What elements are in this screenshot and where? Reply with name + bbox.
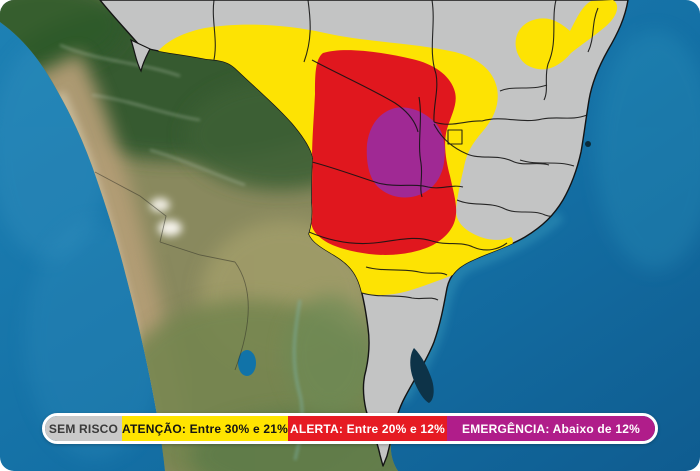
atlantic-shelf-water <box>595 30 700 270</box>
parana-forest <box>285 295 375 415</box>
country-borders <box>94 171 249 371</box>
legend-atencao-label: ATENÇÃO: Entre 30% e 21% <box>122 421 288 436</box>
risk-legend: SEM RISCO ATENÇÃO: Entre 30% e 21% ALERT… <box>42 413 658 444</box>
state-borders <box>212 0 599 301</box>
border-notch <box>129 38 151 73</box>
emergencia-region <box>366 107 445 198</box>
legend-alerta: ALERTA: Entre 20% e 12% <box>288 416 447 441</box>
coastal-bay <box>585 141 591 147</box>
legend-sem-risco: SEM RISCO <box>45 416 122 441</box>
legend-atencao: ATENÇÃO: Entre 30% e 21% <box>122 416 288 441</box>
legend-emergencia-label: EMERGÊNCIA: Abaixo de 12% <box>462 421 640 436</box>
legend-sem-risco-label: SEM RISCO <box>48 421 119 436</box>
patos-lagoon <box>410 348 434 403</box>
atencao-region-northeast <box>515 0 618 70</box>
lake <box>238 350 256 376</box>
salt-flat <box>150 198 170 212</box>
legend-emergencia: EMERGÊNCIA: Abaixo de 12% <box>447 416 655 441</box>
legend-alerta-label: ALERTA: Entre 20% e 12% <box>289 421 446 436</box>
amazon-rivers <box>59 44 246 186</box>
